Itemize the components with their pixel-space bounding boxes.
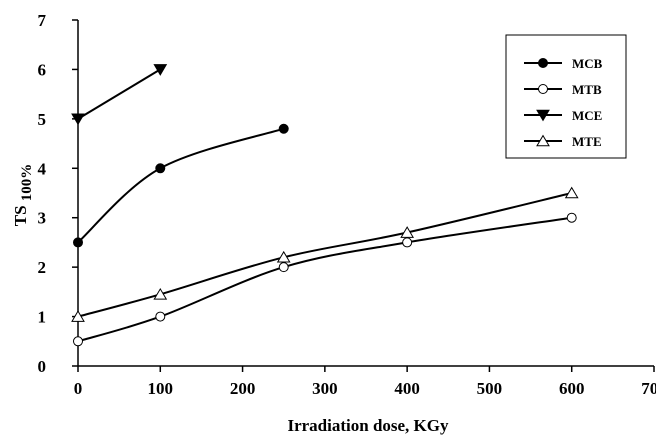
y-tick-label: 0	[38, 357, 47, 376]
data-point-mte	[153, 287, 168, 300]
series-line-mtb	[77, 216, 572, 343]
data-point-mtb	[155, 311, 166, 322]
legend-item-mtb: MTB	[524, 82, 602, 97]
y-tick-label: 5	[38, 110, 47, 129]
x-tick-label: 600	[559, 379, 585, 398]
data-point-mtb	[278, 262, 289, 273]
series-line-mce	[77, 68, 161, 120]
x-tick-label: 700	[641, 379, 656, 398]
legend-label: MTB	[572, 82, 602, 97]
x-tick-label: 200	[230, 379, 256, 398]
data-point-mtb	[73, 336, 83, 347]
legend-item-mce: MCE	[524, 108, 602, 123]
series-mtb	[73, 212, 577, 347]
y-axis-title-subscript: 100%	[19, 164, 35, 202]
series-mce	[71, 64, 168, 126]
x-tick-label: 400	[394, 379, 420, 398]
legend-marker	[538, 58, 548, 68]
y-tick-label: 3	[38, 209, 47, 228]
y-tick-label: 1	[38, 308, 47, 327]
data-point-mcb	[278, 123, 289, 134]
data-point-mtb	[402, 237, 413, 248]
x-axis-title: Irradiation dose, KGy	[287, 416, 449, 435]
data-point-mcb	[73, 237, 83, 248]
y-tick-label: 6	[38, 60, 47, 79]
y-tick-label: 4	[38, 159, 47, 178]
series-line-mcb	[77, 127, 285, 244]
data-point-mte	[400, 226, 415, 238]
legend-marker	[536, 134, 550, 147]
x-tick-label: 100	[148, 379, 174, 398]
x-tick-label: 0	[74, 379, 83, 398]
data-point-mce	[71, 113, 85, 126]
y-axis-title: TS 100%	[11, 164, 35, 227]
data-point-mte	[71, 310, 85, 322]
legend: MCB MTB MCE MTE	[505, 34, 627, 159]
data-point-mcb	[155, 163, 166, 174]
legend-box	[505, 34, 627, 159]
series-layer	[71, 64, 579, 347]
legend-marker	[536, 109, 550, 122]
y-tick-label: 2	[38, 258, 47, 277]
series-mcb	[73, 123, 289, 248]
x-tick-label: 300	[312, 379, 338, 398]
data-point-mce	[153, 64, 168, 76]
series-line-mte	[77, 192, 572, 318]
data-point-mte	[564, 186, 579, 199]
legend-item-mcb: MCB	[524, 56, 603, 71]
series-mte	[71, 186, 579, 322]
y-axis-title-main: TS	[11, 205, 30, 226]
data-point-mte	[276, 250, 291, 263]
legend-item-mte: MTE	[524, 134, 602, 149]
axes	[77, 20, 654, 367]
legend-label: MTE	[572, 134, 602, 149]
tick-marks: 0 1 2 3 4 5 6 7 0 100 200 300 400 500 600 700	[38, 11, 656, 398]
legend-label: MCB	[572, 56, 603, 71]
x-tick-label: 500	[477, 379, 503, 398]
legend-label: MCE	[572, 108, 602, 123]
y-tick-label: 7	[38, 11, 47, 30]
legend-marker	[538, 84, 548, 94]
data-point-mtb	[566, 212, 577, 223]
